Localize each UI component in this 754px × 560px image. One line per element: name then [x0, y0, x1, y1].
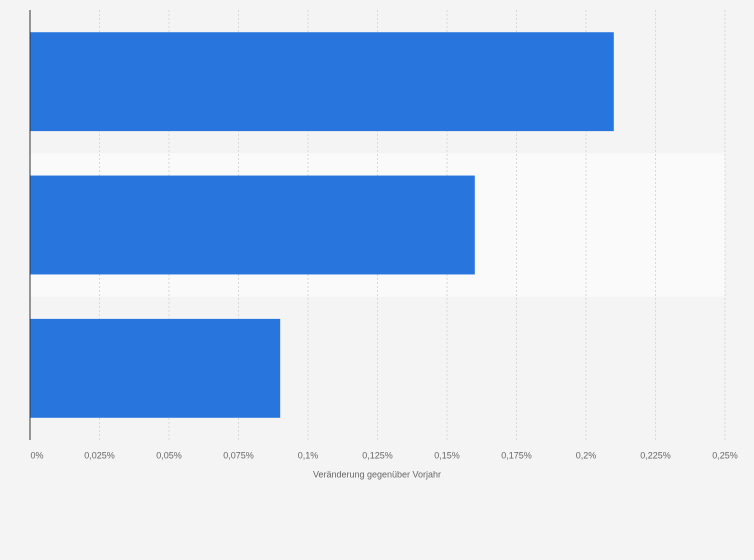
x-axis-title: Veränderung gegenüber Vorjahr — [313, 469, 441, 479]
x-tick-label: 0,125% — [362, 450, 393, 460]
x-tick-label: 0,075% — [223, 450, 254, 460]
bar — [30, 318, 281, 418]
x-tick-label: 0,1% — [298, 450, 319, 460]
x-tick-label: 0% — [30, 450, 43, 460]
x-tick-label: 0,05% — [156, 450, 182, 460]
x-tick-label: 0,025% — [84, 450, 115, 460]
x-tick-label: 0,25% — [712, 450, 738, 460]
bar — [30, 32, 614, 132]
x-tick-label: 0,15% — [434, 450, 460, 460]
x-tick-label: 0,175% — [501, 450, 532, 460]
x-tick-label: 0,225% — [640, 450, 671, 460]
bar — [30, 175, 475, 275]
x-tick-label: 0,2% — [576, 450, 597, 460]
